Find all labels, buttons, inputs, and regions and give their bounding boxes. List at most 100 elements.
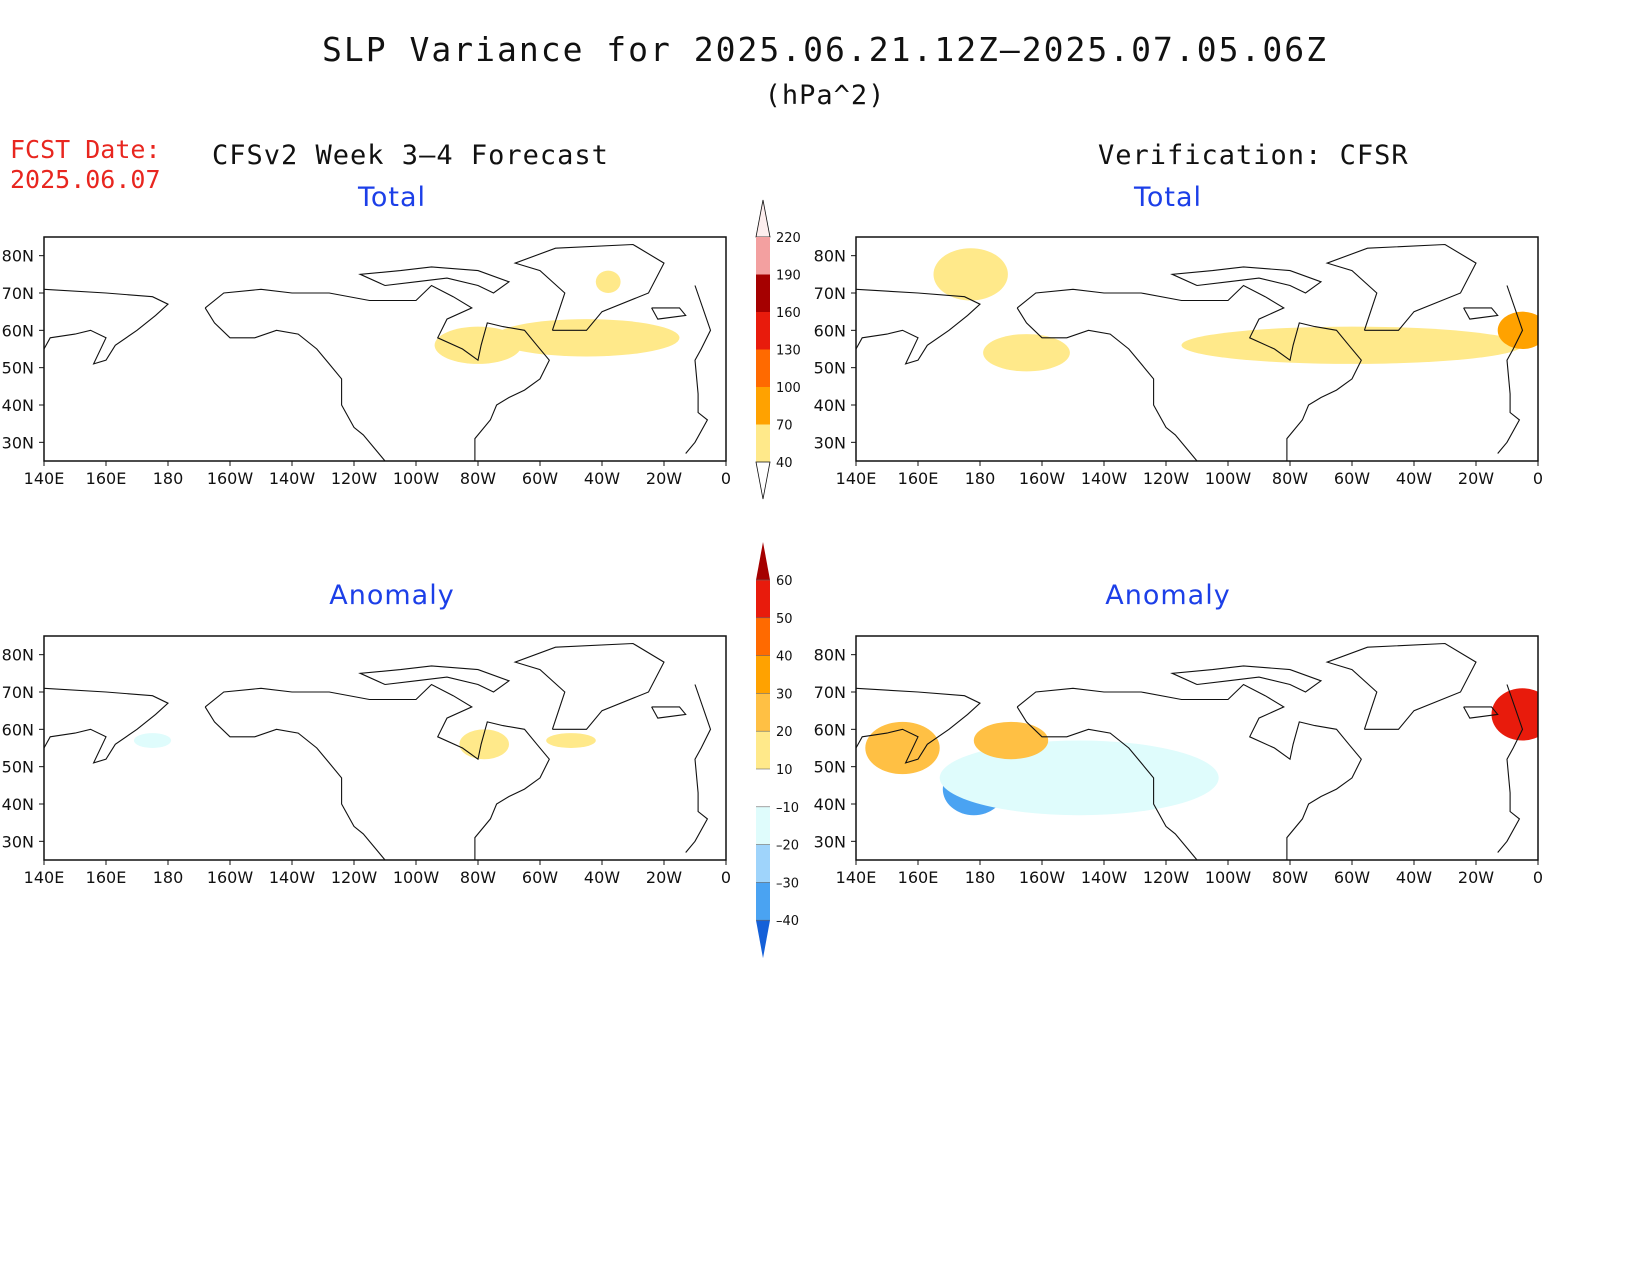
lon-tick-label: 100W [1205, 469, 1252, 488]
map-panel-forecast_total: 140E 160E 180 160W 140W 120W 100W 80W 60W 40W 20W 0… [2, 236, 731, 488]
lon-tick-label: 120W [1143, 868, 1190, 887]
colorbar-label: 220 [776, 231, 801, 246]
lat-tick-label: 60N [814, 321, 846, 340]
colorbar-swatch [756, 844, 770, 883]
field-blob [546, 733, 596, 748]
lon-tick-label: 20W [646, 868, 682, 887]
fcst-date-label: FCST Date: [10, 135, 161, 164]
lat-tick-label: 70N [2, 284, 34, 303]
field-blob [865, 721, 940, 775]
lat-tick-label: 50N [2, 758, 34, 777]
verification-header: Verification: CFSR [1098, 140, 1409, 171]
verification-total-title: Total [1133, 182, 1203, 213]
colorbar-swatch [756, 274, 770, 312]
colorbar-swatch [756, 731, 770, 769]
lat-tick-label: 40N [814, 396, 846, 415]
lat-tick-label: 80N [814, 646, 846, 665]
lon-tick-label: 0 [721, 868, 731, 887]
lon-tick-label: 160W [207, 469, 254, 488]
field-blob [493, 319, 680, 357]
lon-tick-label: 100W [393, 469, 440, 488]
lon-tick-label: 180 [153, 469, 184, 488]
colorbar-label: 60 [776, 574, 793, 589]
colorbar-label: –20 [776, 839, 799, 854]
lon-tick-label: 80W [1272, 868, 1308, 887]
field-blob [595, 270, 621, 293]
map-frame [43, 635, 727, 861]
lon-tick-label: 180 [965, 469, 996, 488]
lon-tick-label: 140E [836, 469, 877, 488]
lon-tick-label: 160E [86, 868, 127, 887]
lon-tick-label: 160W [207, 868, 254, 887]
verification-anomaly-title: Anomaly [1105, 580, 1231, 611]
lat-tick-label: 50N [814, 758, 846, 777]
lon-tick-label: 180 [965, 868, 996, 887]
forecast-total-title: Total [357, 182, 427, 213]
field-blob [1497, 311, 1538, 349]
lat-tick-label: 50N [814, 359, 846, 378]
map-frame [855, 635, 1539, 861]
lon-tick-label: 0 [721, 469, 731, 488]
forecast-anomaly-title: Anomaly [329, 580, 455, 611]
map-panel-forecast_anomaly: 140E 160E 180 160W 140W 120W 100W 80W 60W 40W 20W 0… [2, 635, 731, 887]
lon-tick-label: 160E [86, 469, 127, 488]
lon-tick-label: 140W [1081, 469, 1128, 488]
lon-tick-label: 80W [460, 868, 496, 887]
field-blob [983, 334, 1070, 372]
colorbar-anomaly: 60 50 40 30 20 10 –10 –20 –30 –40 [756, 542, 799, 959]
lon-tick-label: 40W [1396, 469, 1432, 488]
lon-tick-label: 140E [24, 469, 65, 488]
lat-tick-label: 80N [2, 247, 34, 266]
field-blob [1181, 326, 1523, 364]
forecast-header: CFSv2 Week 3–4 Forecast [212, 140, 609, 171]
lon-tick-label: 100W [393, 868, 440, 887]
lon-tick-label: 80W [1272, 469, 1308, 488]
lon-tick-label: 20W [1458, 868, 1494, 887]
lon-tick-label: 60W [522, 469, 558, 488]
colorbar-label: –30 [776, 876, 799, 891]
field-blob [973, 721, 1049, 760]
lon-tick-label: 0 [1533, 868, 1543, 887]
field-blob [1491, 688, 1538, 741]
lat-tick-label: 50N [2, 359, 34, 378]
colorbar-label: 130 [776, 344, 801, 359]
lon-tick-label: 60W [1334, 469, 1370, 488]
coastline [44, 243, 712, 461]
lon-tick-label: 140W [269, 868, 316, 887]
lon-tick-label: 160E [898, 469, 939, 488]
colorbar-swatch [756, 769, 770, 807]
lat-tick-label: 80N [2, 646, 34, 665]
colorbar-total: 40 70 100 130 160 190 220 [755, 199, 801, 500]
colorbar-swatch [756, 349, 770, 387]
lon-tick-label: 120W [331, 868, 378, 887]
map-frame [855, 236, 1539, 462]
lon-tick-label: 140W [269, 469, 316, 488]
lat-tick-label: 60N [2, 720, 34, 739]
lat-tick-label: 70N [2, 683, 34, 702]
lon-tick-label: 40W [584, 469, 620, 488]
field-blob [939, 740, 1219, 816]
map-panel-verification_anomaly: 140E 160E 180 160W 140W 120W 100W 80W 60W 40W 20W 0… [814, 635, 1543, 887]
colorbar-label: 100 [776, 381, 801, 396]
field-blob [459, 729, 510, 760]
field-blob [133, 733, 172, 748]
lat-tick-label: 60N [814, 720, 846, 739]
coastline [856, 243, 1524, 461]
page-title: SLP Variance for 2025.06.21.12Z–2025.07.… [322, 30, 1328, 69]
lon-tick-label: 60W [1334, 868, 1370, 887]
lat-tick-label: 70N [814, 284, 846, 303]
colorbar-swatch [756, 580, 770, 618]
lon-tick-label: 40W [584, 868, 620, 887]
lon-tick-label: 160E [898, 868, 939, 887]
lon-tick-label: 40W [1396, 868, 1432, 887]
lon-tick-label: 160W [1019, 868, 1066, 887]
lat-tick-label: 80N [814, 247, 846, 266]
lon-tick-label: 120W [331, 469, 378, 488]
lat-tick-label: 70N [814, 683, 846, 702]
lon-tick-label: 140E [836, 868, 877, 887]
colorbar-swatch [756, 237, 770, 275]
lon-tick-label: 0 [1533, 469, 1543, 488]
units-label: (hPa^2) [764, 80, 886, 111]
lon-tick-label: 100W [1205, 868, 1252, 887]
colorbar-label: 160 [776, 306, 801, 321]
